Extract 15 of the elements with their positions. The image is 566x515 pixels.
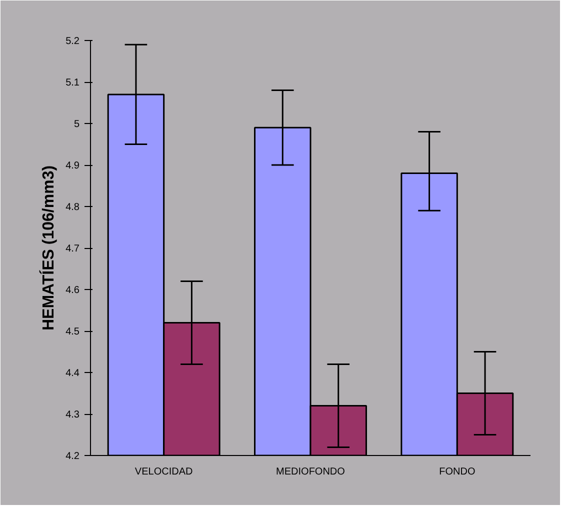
y-axis-title: HEMATÍES (106/mm3): [38, 165, 58, 331]
x-tick-label: MEDIOFONDO: [276, 466, 346, 478]
y-tick-label: 4.2: [66, 451, 80, 462]
y-tick-label: 4.3: [66, 410, 80, 420]
y-tick-label: 4.5: [66, 326, 80, 338]
y-tick-label: 5.1: [66, 78, 80, 88]
y-tick-label: 5: [74, 119, 80, 130]
x-tick-label: VELOCIDAD: [134, 466, 193, 478]
y-tick-label: 4.4: [66, 368, 80, 379]
y-tick-label: 4.8: [66, 202, 80, 213]
y-tick-label: 4.6: [66, 285, 80, 296]
y-tick-label: 5.2: [66, 36, 80, 47]
y-tick-label: 4.9: [66, 160, 80, 172]
x-tick-label: FONDO: [439, 466, 476, 478]
y-tick-label: 4.7: [66, 244, 80, 254]
